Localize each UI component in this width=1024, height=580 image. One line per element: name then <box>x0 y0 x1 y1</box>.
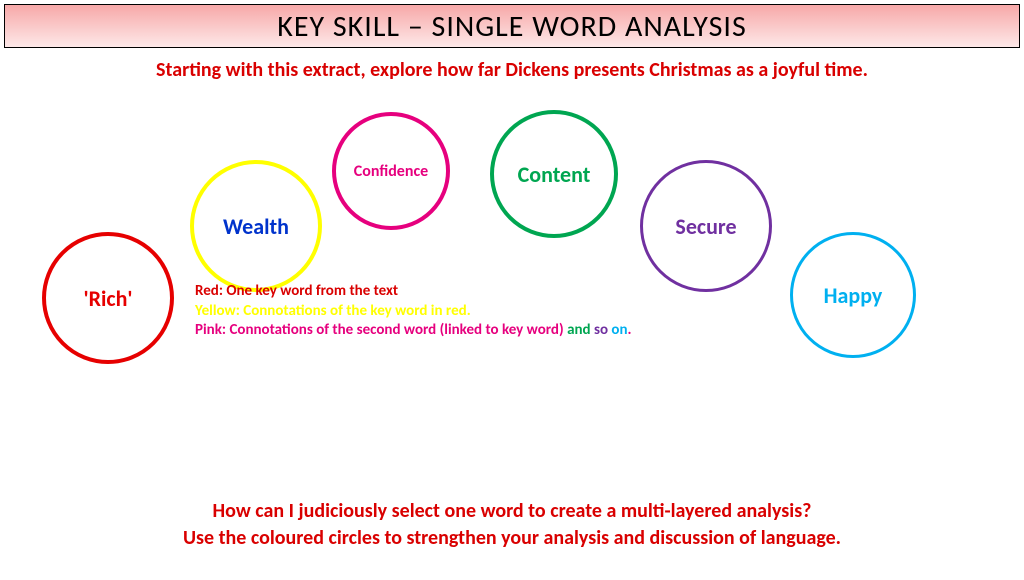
word-circle: Content <box>490 110 618 238</box>
circle-label: Wealth <box>223 213 289 240</box>
circle-label: Content <box>518 161 591 188</box>
bottom-instructions: How can I judiciously select one word to… <box>0 498 1024 552</box>
circle-label: 'Rich' <box>83 285 132 312</box>
legend-line-pink: Pink: Connotations of the second word (l… <box>195 321 632 341</box>
legend: Red: One key word from the text Yellow: … <box>195 282 632 341</box>
title-bar: KEY SKILL – SINGLE WORD ANALYSIS <box>4 4 1020 48</box>
page-title: KEY SKILL – SINGLE WORD ANALYSIS <box>277 8 746 45</box>
circle-diagram: Happy Secure Content Confidence Wealth 'Rich'… <box>0 82 1024 372</box>
word-circle: 'Rich' <box>42 232 174 364</box>
word-circle: Wealth <box>190 160 322 292</box>
legend-span: on <box>608 321 628 339</box>
circle-label: Confidence <box>354 162 428 181</box>
circle-label: Happy <box>824 282 883 309</box>
legend-line-yellow: Yellow: Connotations of the key word in … <box>195 302 632 322</box>
word-circle: Confidence <box>332 112 450 230</box>
legend-span: Pink: Connotations of the second word (l… <box>195 321 564 339</box>
bottom-line-2: Use the coloured circles to strengthen y… <box>0 525 1024 552</box>
legend-span: . <box>628 321 632 339</box>
prompt-text: Starting with this extract, explore how … <box>0 58 1024 82</box>
word-circle: Happy <box>790 232 916 358</box>
legend-span: and <box>564 321 594 339</box>
legend-span: so <box>594 321 608 339</box>
word-circle: Secure <box>640 160 772 292</box>
circle-label: Secure <box>675 213 736 240</box>
legend-line-red: Red: One key word from the text <box>195 282 632 302</box>
bottom-line-1: How can I judiciously select one word to… <box>0 498 1024 525</box>
